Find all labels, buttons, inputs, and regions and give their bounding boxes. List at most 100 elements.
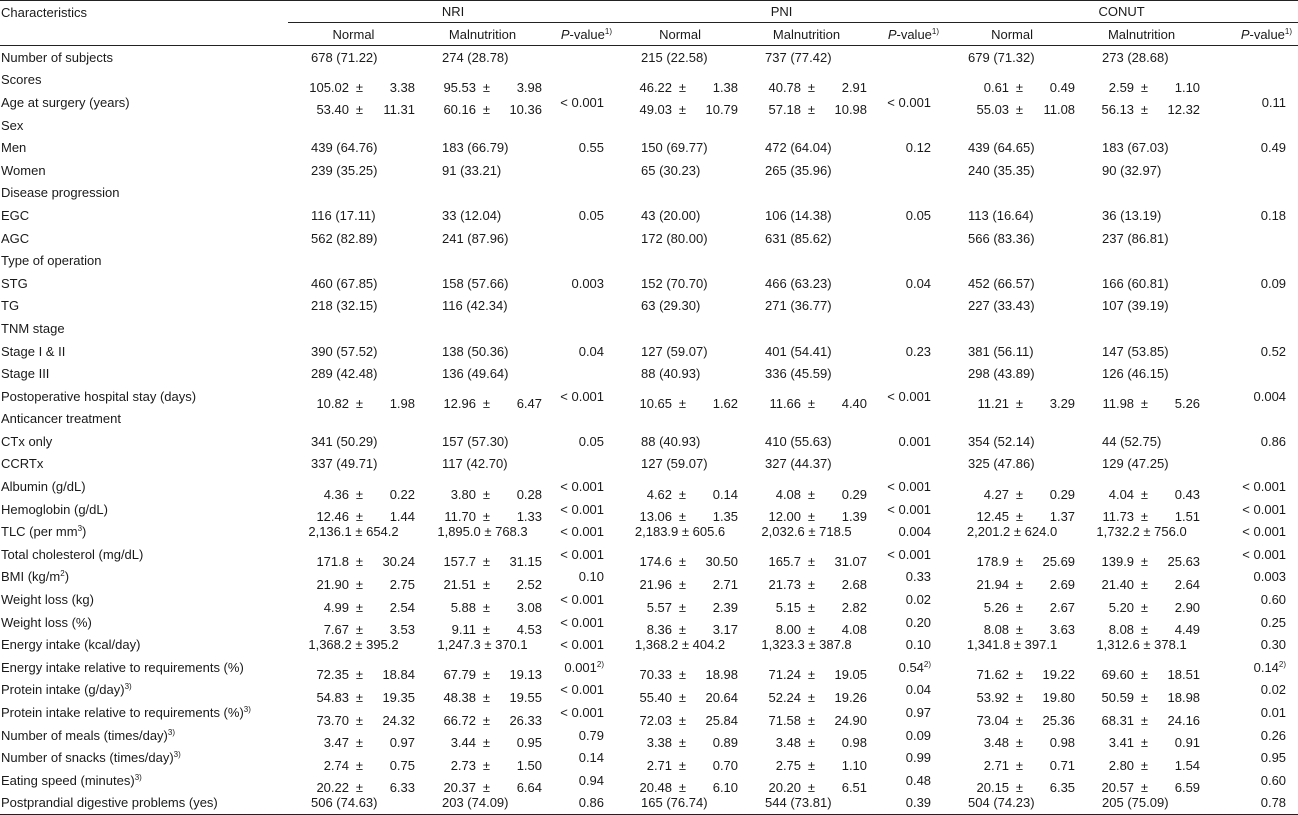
count-cell [742,249,871,272]
count-cell [945,249,1079,272]
count-cell [618,182,742,205]
plus-minus-sign: ± [482,102,490,118]
mean-value: 52.24 [768,689,802,705]
p-value: < 0.001 [887,479,932,495]
sd-value: 18.98 [705,667,739,683]
p-value-cell: < 0.001 [871,475,945,498]
plus-minus-sign: ± [1140,79,1149,95]
row-label: Stage III [0,362,288,385]
count-cell: 127 (59.07) [641,343,708,359]
row-label-text: Sex [1,117,24,133]
row-label: Anticancer treatment [0,408,288,431]
p-value-cell: < 0.001 [546,385,618,408]
sd-value: 6.33 [389,780,415,796]
p-value-cell [1204,408,1298,431]
sd-value: 26.33 [509,712,542,728]
p-value-cell [546,227,618,250]
mean-value: 20.15 [976,780,1010,796]
mean-sd-cell: 11.98 ±5.26 [1079,385,1204,411]
row-label: STG [0,272,288,295]
mean-sd-cell: 72.35 ±18.84 [288,656,419,682]
p-value: 0.14 [1253,659,1279,675]
mean-sd-cell: 73.04 ±25.36 [945,701,1079,728]
p-value-cell: < 0.001 [546,588,618,611]
sd-value: 3.98 [516,79,542,95]
p-value-cell: 0.99 [871,746,945,769]
sd-value: 2.69 [1049,576,1076,592]
p-value: 0.30 [1260,637,1287,653]
row-label-text: Stage III [1,366,50,382]
mean-sd-cell: 71.24 ±19.05 [742,656,871,682]
sd-value: 0.89 [712,735,739,751]
count-cell: 65 (30.23) [641,162,701,178]
sd-value: 18.98 [1167,689,1201,705]
p-value-cell: 0.10 [546,566,618,589]
p-value: 0.003 [571,275,605,291]
count-cell: 152 (70.70) [641,275,708,291]
mean-value: 5.88 [450,599,476,615]
count-cell: 506 (74.63) [288,791,419,815]
pvalue-header-nri: P-value1) [546,22,619,46]
row-label-superscript: 3) [243,705,251,715]
count-cell: 631 (85.62) [765,230,832,246]
p-value-cell [546,408,618,431]
p-value-cell: 0.49 [1204,136,1298,159]
mean-value: 12.45 [976,509,1010,525]
mean-sd-cell: 2.74 ±0.75 [288,746,419,773]
row-label-text: Protein intake (g/day) [1,682,125,698]
p-value: 0.86 [578,795,605,811]
mean-value: 21.51 [443,576,476,592]
normal-header-pni: Normal [618,22,743,46]
sd-value: 2.75 [389,576,415,592]
p-value-cell: < 0.001 [871,385,945,408]
p-value-cell: 0.97 [871,701,945,724]
plus-minus-sign: ± [807,712,816,728]
p-value-cell [1204,362,1298,385]
mean-value: 72.03 [639,712,673,728]
plus-minus-sign: ± [678,622,687,638]
sd-value: 2.68 [841,576,868,592]
p-value-cell: < 0.001 [546,498,618,521]
p-value: < 0.001 [1242,524,1287,540]
count-cell: 381 (56.11) [968,343,1034,359]
sd-value: 4.40 [841,396,868,412]
p-value-cell: 0.0012) [546,656,618,679]
count-cell [945,317,1079,340]
plus-minus-sign: ± [807,599,816,615]
plus-minus-sign: ± [355,757,363,773]
row-label-text: Anticancer treatment [1,411,121,427]
row-label-text: Hemoglobin (g/dL) [1,501,108,517]
table-row: Energy intake relative to requirements (… [0,656,1298,683]
plus-minus-sign: ± [355,712,363,728]
p-value-cell: 0.86 [546,791,619,815]
row-label-superscript: 3 [77,524,83,534]
sd-value: 1.62 [712,396,739,412]
plus-minus-sign: ± [355,576,363,592]
mean-sd-cell: 48.38 ±19.55 [419,679,546,705]
mean-value: 12.46 [316,509,349,525]
p-value: 0.54 [898,659,924,675]
plus-minus-sign: ± [482,667,490,683]
mean-sd-cell: 4.36 ±0.22 [288,475,419,502]
p-value: 0.05 [578,207,605,223]
sd-value: 1.10 [1174,79,1201,95]
table-row: Women 239 (35.25) 91 (33.21) 65 (30.23) 265 … [0,159,1298,182]
row-label-text: Total cholesterol (mg/dL) [1,546,144,562]
mean-sd-cell: 21.40 ±2.64 [1079,566,1204,592]
mean-value: 105.02 [309,79,349,95]
sd-value: 1.35 [712,509,739,525]
row-label: Energy intake relative to requirements (… [0,656,288,679]
plus-minus-sign: ± [482,486,490,502]
sd-value: 1.44 [389,509,415,525]
mean-sd-cell: 105.02 ±3.38 [288,69,419,95]
count-cell: 203 (74.09) [419,791,546,815]
row-label: Age at surgery (years) [0,91,288,114]
row-label-text: Women [1,162,46,178]
sd-value: 1.50 [516,757,542,773]
mean-value: 67.79 [443,667,476,683]
sd-value: 19.13 [509,667,542,683]
p-value: < 0.001 [560,592,605,608]
malnutrition-header-conut: Malnutrition [1079,22,1205,46]
p-value: < 0.001 [887,388,932,404]
count-cell [419,182,546,205]
